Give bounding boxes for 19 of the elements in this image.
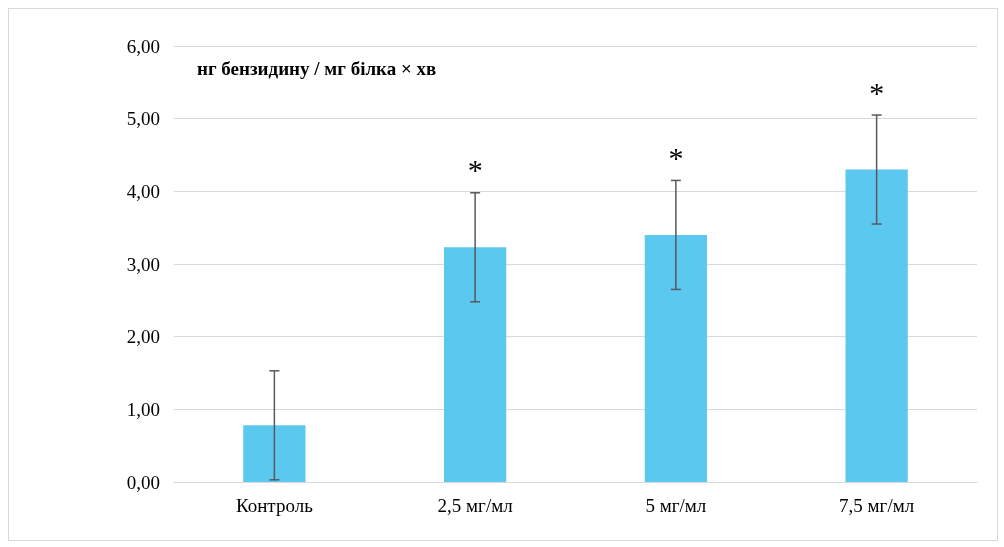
annotation: * bbox=[869, 75, 885, 109]
y-tick-label: 5,00 bbox=[126, 108, 160, 130]
bar bbox=[444, 247, 507, 482]
y-tick-label: 0,00 bbox=[126, 471, 160, 493]
bar bbox=[243, 425, 306, 482]
x-tick-label: 7,5 мг/мл bbox=[839, 495, 915, 516]
y-tick-label: 1,00 bbox=[126, 398, 160, 420]
y-tick-label: 2,00 bbox=[126, 326, 160, 348]
y-axis-title: нг бензидину / мг білка × хв bbox=[197, 58, 437, 79]
y-tick-label: 6,00 bbox=[126, 35, 160, 57]
annotation: * bbox=[668, 140, 684, 174]
x-tick-label: Контроль bbox=[235, 495, 314, 516]
y-tick-label: 4,00 bbox=[126, 180, 160, 202]
y-tick-label: 3,00 bbox=[126, 253, 160, 275]
annotation: * bbox=[467, 153, 483, 187]
bar bbox=[644, 234, 707, 482]
x-tick-label: 5 мг/мл bbox=[645, 495, 707, 516]
x-tick-label: 2,5 мг/мл bbox=[437, 495, 514, 516]
bar bbox=[845, 169, 908, 482]
